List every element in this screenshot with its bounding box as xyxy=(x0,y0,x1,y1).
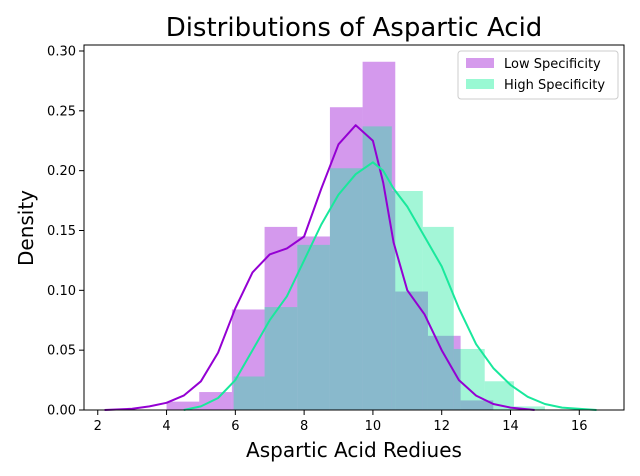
plot-frame xyxy=(83,44,625,411)
y-tick-label: 0.10 xyxy=(47,284,76,299)
y-tick-label: 0.20 xyxy=(47,164,76,179)
y-axis: 0.00 0.05 0.10 0.15 0.20 0.25 0.30 xyxy=(47,44,84,419)
y-tick-label: 0.00 xyxy=(47,404,76,419)
bar-low-specificity-0 xyxy=(166,401,200,410)
legend-swatch-low-specificity xyxy=(466,58,494,68)
bar-low-specificity-5 xyxy=(329,107,363,411)
x-tick-label: 4 xyxy=(162,419,170,434)
bar-low-specificity-9 xyxy=(460,400,494,410)
legend-swatch-high-specificity xyxy=(466,79,494,89)
y-tick-label: 0.15 xyxy=(47,224,76,239)
kde-line-high-specificity xyxy=(183,161,597,411)
x-tick-label: 12 xyxy=(433,419,450,434)
legend-label-low-specificity: Low Specificity xyxy=(504,57,601,72)
bar-high-specificity-9 xyxy=(513,406,545,410)
bar-high-specificity-4 xyxy=(362,126,392,411)
x-axis: 2 4 6 8 10 12 14 16 xyxy=(94,410,588,434)
bar-low-specificity-1 xyxy=(199,392,232,410)
plot-area xyxy=(104,61,597,411)
bar-high-specificity-5 xyxy=(391,191,423,410)
x-tick-label: 8 xyxy=(300,419,308,434)
x-axis-title: Aspartic Acid Rediues xyxy=(246,438,462,462)
y-tick-label: 0.25 xyxy=(47,104,76,119)
bar-high-specificity-2 xyxy=(297,244,330,410)
bar-high-specificity-1 xyxy=(264,307,298,410)
x-tick-label: 14 xyxy=(502,419,519,434)
y-axis-title: Density xyxy=(14,190,38,266)
y-tick-label: 0.05 xyxy=(47,344,76,359)
x-tick-label: 10 xyxy=(365,419,382,434)
x-tick-label: 2 xyxy=(94,419,102,434)
kde-line-low-specificity xyxy=(104,124,535,411)
bar-low-specificity-6 xyxy=(362,61,396,411)
chart-title: Distributions of Aspartic Acid xyxy=(166,13,543,43)
bar-high-specificity-0 xyxy=(233,376,265,410)
legend: Low Specificity High Specificity xyxy=(457,50,619,100)
x-tick-label: 6 xyxy=(231,419,239,434)
bar-high-specificity-3 xyxy=(329,168,363,410)
bar-low-specificity-2 xyxy=(231,309,265,410)
bar-high-specificity-6 xyxy=(422,226,454,410)
legend-label-high-specificity: High Specificity xyxy=(504,78,605,93)
legend-box xyxy=(457,50,619,100)
x-tick-label: 16 xyxy=(571,419,588,434)
y-tick-label: 0.30 xyxy=(47,44,76,59)
